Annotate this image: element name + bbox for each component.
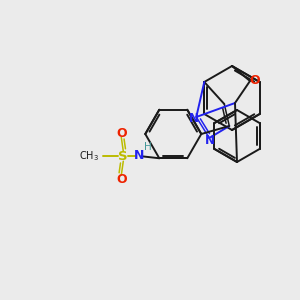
Text: O: O (116, 173, 127, 186)
Text: O: O (250, 74, 260, 88)
Text: H: H (144, 142, 152, 152)
Text: $\mathdefault{CH_3}$: $\mathdefault{CH_3}$ (79, 149, 99, 163)
Text: N: N (189, 112, 199, 124)
Text: N: N (205, 134, 215, 146)
Text: N: N (134, 149, 145, 162)
Text: S: S (118, 150, 128, 163)
Text: O: O (116, 127, 127, 140)
